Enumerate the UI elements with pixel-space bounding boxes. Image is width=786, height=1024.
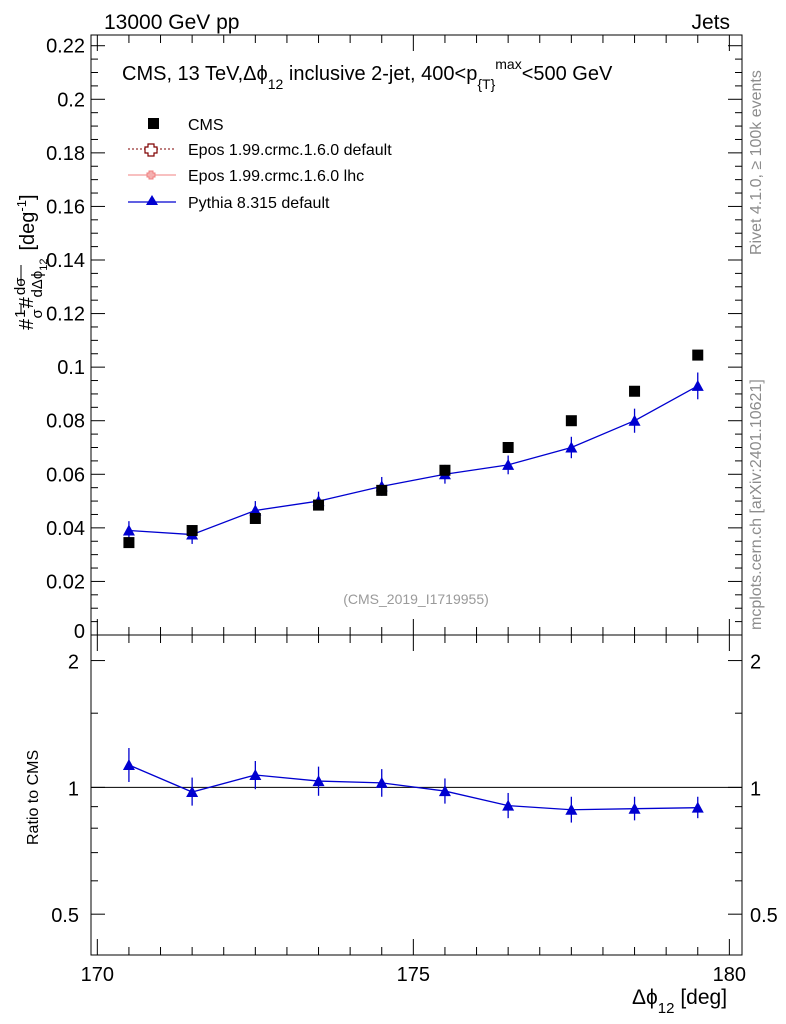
main-data-layer — [122, 349, 704, 549]
ratio-point — [502, 799, 515, 811]
ratio-point — [628, 802, 641, 814]
ratio-y-tick-label: 2 — [68, 652, 79, 674]
main-y-tick-label: 0.22 — [46, 36, 85, 58]
main-y-tick-label: 0.12 — [46, 304, 85, 326]
chart-title: CMS, 13 TeV,Δϕ12 inclusive 2-jet, 400<p{… — [122, 56, 613, 92]
main-y-label: #1σ#dσdΔϕ12[deg-1] — [12, 194, 50, 330]
ratio-x-axis: 170 175 180 — [81, 635, 746, 986]
cms-point — [249, 512, 261, 524]
chart-title-end: <500 GeV — [522, 63, 613, 85]
x-tick-label: 170 — [81, 964, 114, 986]
x-axis-label: Δϕ12 [deg] — [632, 986, 727, 1017]
xlabel-main: Δϕ — [632, 986, 658, 1009]
legend-pythia-label: Pythia 8.315 default — [188, 195, 330, 212]
ratio-y-label: Ratio to CMS — [25, 750, 42, 845]
xlabel-sub: 12 — [658, 1000, 675, 1017]
ratio-y-tick-label: 0.5 — [51, 905, 79, 927]
ratio-y-tick-label-right: 2 — [750, 652, 761, 674]
ylabel-unit: [deg — [17, 212, 39, 251]
chart-title-sub: 12 — [268, 76, 284, 92]
ratio-point — [691, 801, 704, 813]
chart-title-main: CMS, 13 TeV,Δϕ — [122, 63, 268, 85]
ylabel-unit-sup: -1 — [14, 200, 29, 212]
ylabel-sigma: σ — [29, 309, 46, 319]
cms-point — [565, 415, 577, 427]
main-y-tick-label: 0.08 — [46, 411, 85, 433]
legend-pythia-marker — [146, 195, 158, 205]
header-right-label: Jets — [691, 11, 730, 34]
cms-point — [502, 442, 514, 453]
ratio-point — [122, 759, 135, 771]
ratio-point — [312, 775, 325, 787]
main-y-tick-label: 0.02 — [46, 571, 85, 593]
pythia-point — [691, 379, 704, 391]
x-tick-label: 180 — [713, 964, 746, 986]
legend: CMS Epos 1.99.crmc.1.6.0 default Epos 1.… — [128, 117, 392, 212]
rivet-side-label: Rivet 4.1.0, ≥ 100k events — [748, 70, 765, 255]
ratio-point — [375, 776, 388, 788]
ratio-point — [565, 803, 578, 815]
cms-point — [186, 525, 198, 537]
ratio-plot-frame — [90, 634, 743, 956]
ratio-y-axis: 0.5 0.5 1 1 2 2 — [51, 652, 778, 928]
pythia-point — [249, 504, 262, 516]
analysis-watermark: (CMS_2019_I1719955) — [343, 591, 489, 607]
cms-point — [692, 349, 704, 361]
main-y-tick-label: 0.18 — [46, 143, 85, 165]
legend-cms-label: CMS — [188, 117, 224, 134]
pythia-point — [628, 414, 641, 426]
legend-cms-marker — [148, 118, 159, 129]
main-y-tick-label: 0.1 — [57, 357, 85, 379]
main-y-tick-label: 0.14 — [46, 250, 85, 272]
cms-point — [629, 385, 641, 397]
legend-epos-default-label: Epos 1.99.crmc.1.6.0 default — [188, 142, 392, 159]
ratio-y-tick-label-right: 1 — [750, 778, 761, 800]
mcplots-side-label: mcplots.cern.ch [arXiv:2401.10621] — [748, 379, 765, 630]
main-y-axis: 0 0.02 0.04 0.06 0.08 0.1 0.12 0.14 0.16 0.18 0.2 0… — [46, 36, 742, 643]
xlabel-unit: [deg] — [674, 986, 727, 1009]
header-left-label: 13000 GeV pp — [104, 11, 239, 34]
ylabel-sub: 12 — [38, 259, 50, 271]
main-y-label-text: #1σ#dσdΔϕ12[deg-1] — [12, 194, 50, 330]
x-tick-label: 175 — [397, 964, 430, 986]
legend-epos-default-marker — [144, 143, 158, 157]
cms-point — [376, 484, 388, 496]
ratio-point — [186, 786, 199, 798]
pythia-line — [128, 385, 699, 536]
ratio-point — [249, 768, 262, 780]
main-y-tick-label: 0.16 — [46, 196, 85, 218]
chart-title-sup2: max — [495, 56, 521, 72]
main-y-tick-label: 0 — [74, 621, 85, 643]
chart-title-rest: inclusive 2-jet, 400<p — [283, 63, 477, 85]
legend-epos-lhc-label: Epos 1.99.crmc.1.6.0 lhc — [188, 168, 364, 185]
ratio-data-layer — [122, 748, 704, 823]
pythia-point — [502, 458, 515, 470]
legend-epos-lhc-marker — [146, 170, 156, 180]
chart-title-sub2: {T} — [477, 76, 495, 92]
main-y-tick-label: 0.04 — [46, 518, 85, 540]
pythia-point — [565, 441, 578, 453]
ratio-y-tick-label: 1 — [68, 778, 79, 800]
ylabel-dphi: dΔϕ — [29, 271, 46, 298]
ratio-pythia-line — [128, 764, 698, 811]
cms-point — [123, 537, 135, 549]
ylabel-unit-end: ] — [17, 194, 39, 200]
ylabel-hash: # — [16, 318, 38, 330]
main-y-tick-label: 0.06 — [46, 464, 85, 486]
main-x-ticks — [96, 35, 730, 635]
ratio-y-tick-label-right: 0.5 — [750, 905, 778, 927]
cms-point — [313, 499, 325, 511]
ratio-point — [438, 785, 451, 797]
main-y-tick-label: 0.2 — [57, 89, 85, 111]
cms-point — [439, 464, 451, 476]
pythia-point — [122, 524, 135, 536]
